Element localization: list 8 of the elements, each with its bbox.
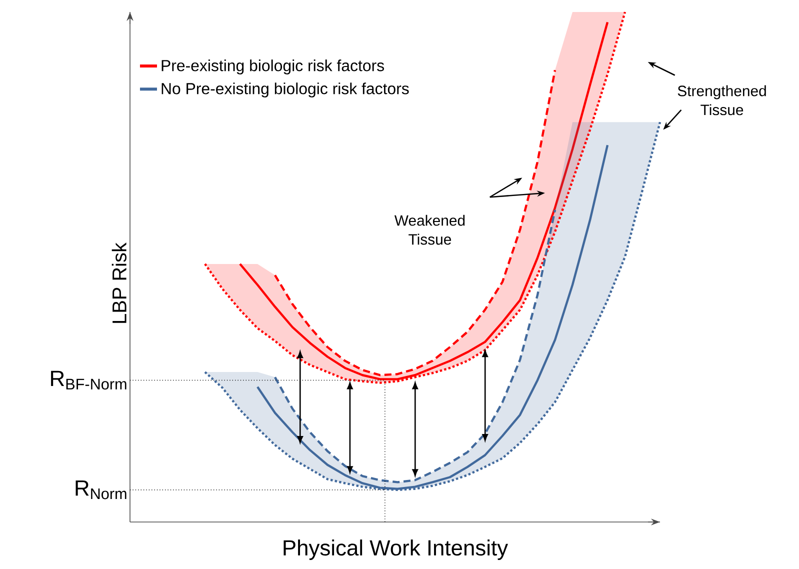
- ref-line-label: R$_{Norm}$: [76, 480, 126, 500]
- x-axis-title: Physical Work Intensity: [284, 540, 508, 560]
- annotation: Weakened Tissue: [394, 214, 465, 245]
- y-axis-title: LBP Risk: [112, 242, 126, 323]
- ref-line-label: R$_{BF-Norm}$: [51, 370, 126, 390]
- legend-label: No Pre-existing biologic risk factors: [162, 82, 409, 98]
- text: Strengthened Tissue: [678, 85, 766, 116]
- legend-label: Pre-existing biologic risk factors: [162, 60, 384, 74]
